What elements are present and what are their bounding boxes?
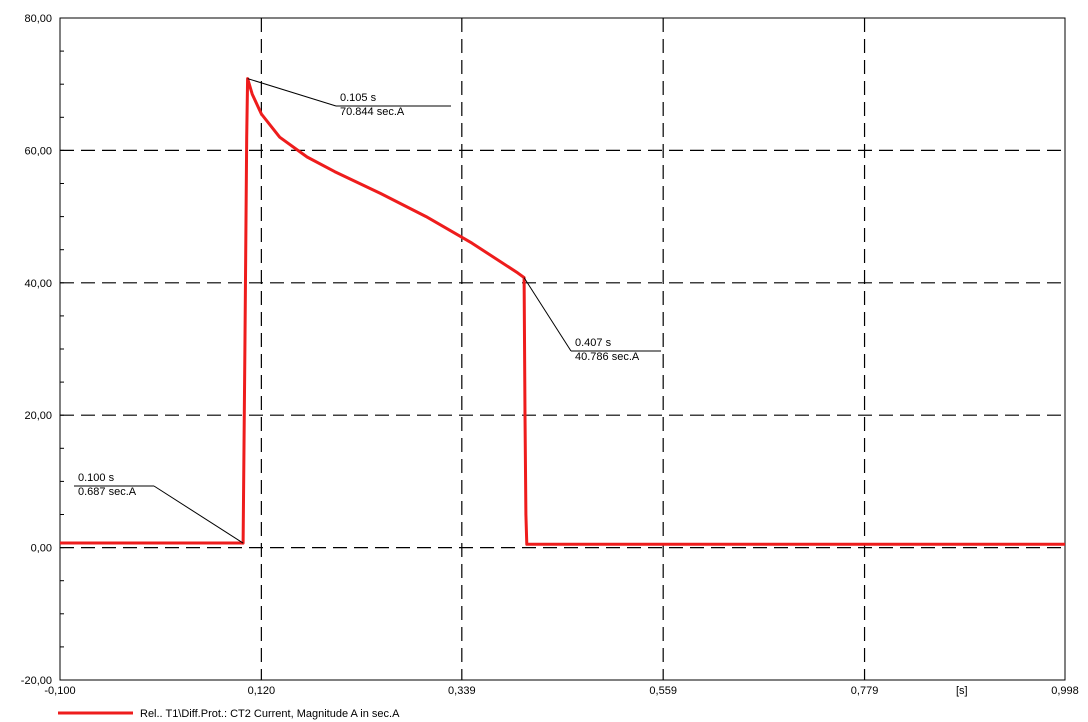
- annotation-value-label: 70.844 sec.A: [340, 106, 405, 118]
- annotation-leader: [523, 277, 572, 352]
- y-tick-label: 20,00: [24, 410, 52, 422]
- y-tick-label: 80,00: [24, 13, 52, 25]
- x-tick-label: -0,100: [44, 685, 75, 697]
- plot-frame: [59, 17, 1066, 681]
- annotation-value-label: 0.687 sec.A: [78, 486, 137, 498]
- x-unit-label: [s]: [956, 685, 968, 697]
- annotation-time-label: 0.100 s: [78, 472, 115, 484]
- x-tick-label: 0,779: [851, 685, 879, 697]
- annotation-leader: [247, 78, 337, 107]
- y-tick-label: 40,00: [24, 278, 52, 290]
- x-tick-label: 0,559: [649, 685, 677, 697]
- y-tick-label: -20,00: [21, 675, 52, 687]
- y-tick-label: 60,00: [24, 145, 52, 157]
- annotation-time-label: 0.407 s: [575, 337, 612, 349]
- x-tick-label: 0,998: [1051, 685, 1079, 697]
- y-tick-label: 0,00: [31, 543, 52, 555]
- x-tick-label: 0,339: [448, 685, 476, 697]
- annotation-value-label: 40.786 sec.A: [575, 351, 640, 363]
- series-line: [60, 77, 1065, 546]
- x-tick-label: 0,120: [248, 685, 276, 697]
- legend-label: Rel.. T1\Diff.Prot.: CT2 Current, Magnit…: [140, 708, 400, 720]
- annotation-leader: [153, 485, 244, 544]
- annotation-time-label: 0.105 s: [340, 92, 377, 104]
